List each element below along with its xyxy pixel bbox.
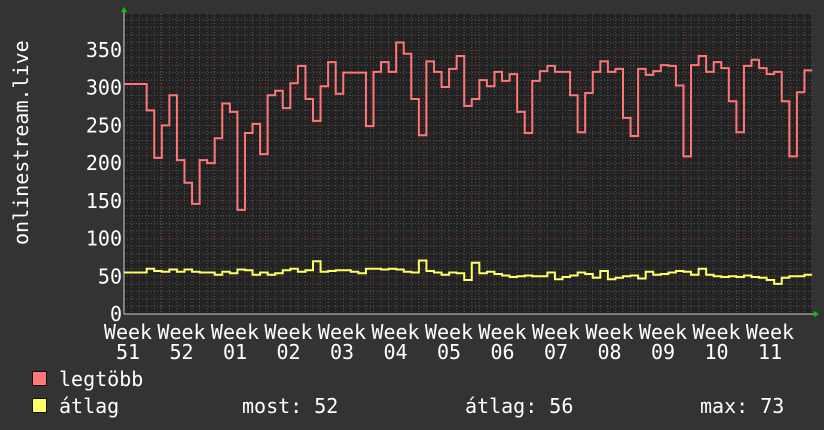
stat-now: most: 52 (242, 394, 339, 418)
x-tick-label: Week 03 (317, 320, 367, 364)
y-axis-label-wrap: onlinestream.live (6, 0, 33, 276)
x-tick-label: Week 01 (210, 320, 260, 364)
legend-label-avg: átlag (59, 394, 120, 418)
x-tick-label: Week 52 (157, 320, 206, 364)
series-line-max (124, 41, 812, 211)
y-axis-label: onlinestream.live (9, 40, 33, 245)
x-tick-label: Week 11 (745, 320, 795, 364)
x-tick-label: Week 05 (424, 320, 474, 364)
y-tick-label: 100 (86, 227, 122, 251)
y-tick-label: 200 (86, 151, 122, 175)
y-tick-label: 300 (86, 76, 122, 100)
y-tick-label: 250 (86, 113, 122, 137)
stat-max: max: 73 (700, 394, 785, 418)
x-tick-label: Week 51 (103, 320, 153, 364)
plot-area (124, 14, 812, 314)
legend-label-max: legtöbb (59, 367, 144, 391)
x-tick-label: Week 07 (531, 320, 581, 364)
series-line-avg (124, 259, 812, 285)
y-tick-label: 350 (86, 38, 122, 62)
y-tick-label: 0 (110, 302, 122, 326)
legend-swatch-avg (32, 398, 47, 413)
x-tick-label: Week 04 (371, 320, 420, 364)
x-tick-label: Week 06 (478, 320, 527, 364)
y-axis-arrow-icon (121, 7, 127, 12)
y-tick-label: 150 (86, 189, 122, 213)
stat-avg: átlag: 56 (465, 394, 574, 418)
x-tick-label: Week 09 (638, 320, 688, 364)
x-axis-arrow-icon (814, 311, 819, 317)
legend-swatch-max (32, 371, 47, 386)
x-tick-label: Week 02 (264, 320, 313, 364)
x-tick-label: Week 10 (692, 320, 741, 364)
x-tick-label: Week 08 (585, 320, 634, 364)
y-tick-label: 50 (98, 264, 122, 288)
